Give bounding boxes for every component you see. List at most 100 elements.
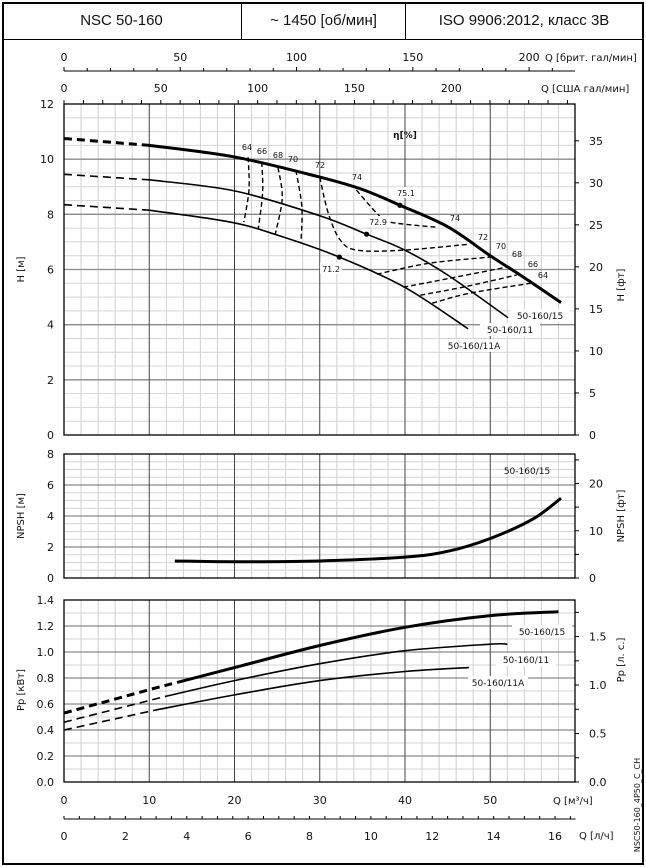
y-right-tick-label: 20 bbox=[589, 261, 603, 274]
y-right-tick-label: 30 bbox=[589, 177, 603, 190]
plot-area bbox=[63, 453, 576, 579]
us-tick-label: 150 bbox=[344, 82, 365, 95]
us-axis-title: Q [США гал/мин] bbox=[541, 84, 629, 95]
y-axis-title: H [м] bbox=[16, 256, 27, 282]
curve-label: 50-160/11 bbox=[503, 656, 549, 666]
x-tick-label: 30 bbox=[313, 794, 327, 807]
uk-tick-label: 0 bbox=[61, 51, 68, 64]
series-line-50-160/11 bbox=[149, 179, 509, 319]
efficiency-label: 68 bbox=[273, 151, 283, 160]
series-dashed-50-160/11A bbox=[63, 203, 150, 211]
x-tick-label: 20 bbox=[228, 794, 242, 807]
y-right-tick-label: 25 bbox=[589, 219, 603, 232]
y-tick-label: 0.6 bbox=[37, 698, 55, 711]
series-dashed-50-160/11 bbox=[63, 695, 167, 723]
ls-tick-label: 4 bbox=[183, 830, 190, 843]
y-right-tick-label: 10 bbox=[589, 525, 603, 538]
efficiency-label: 74 bbox=[450, 214, 460, 223]
y-tick-label: 12 bbox=[40, 98, 54, 111]
iso-efficiency-line bbox=[432, 282, 531, 304]
y-right-tick-label: 20 bbox=[589, 478, 603, 491]
uk-tick-label: 50 bbox=[173, 51, 187, 64]
ls-tick-label: 0 bbox=[61, 830, 68, 843]
y-right-tick-label: 0 bbox=[589, 572, 596, 585]
best-efficiency-point bbox=[336, 254, 342, 260]
iso-efficiency-line bbox=[376, 256, 491, 275]
efficiency-label: 64 bbox=[538, 271, 548, 280]
plot-area bbox=[63, 103, 576, 436]
y-right-tick-label: 35 bbox=[589, 135, 603, 148]
series-dashed-50-160/15 bbox=[63, 136, 150, 147]
ls-tick-label: 16 bbox=[548, 830, 562, 843]
y-tick-label: 0.4 bbox=[37, 724, 55, 737]
best-efficiency-point bbox=[364, 231, 370, 237]
y-right-tick-label: 5 bbox=[589, 387, 596, 400]
y-tick-label: 8 bbox=[47, 448, 54, 461]
y-tick-label: 0.2 bbox=[37, 750, 55, 763]
label-bg bbox=[320, 263, 342, 274]
curve-label: 50-160/15 bbox=[504, 467, 550, 477]
model-title: NSC 50-160 bbox=[2, 2, 242, 40]
ls-tick-label: 6 bbox=[245, 830, 252, 843]
iso-efficiency-line bbox=[319, 176, 470, 252]
x-tick-label: 50 bbox=[483, 794, 497, 807]
y-tick-label: 0.0 bbox=[37, 776, 55, 789]
series-line-50-160/15 bbox=[178, 610, 559, 684]
y-tick-label: 4 bbox=[47, 319, 54, 332]
ls-axis-title: Q [л/ч] bbox=[579, 831, 614, 842]
x-axis-title: Q [м³/ч] bbox=[553, 796, 593, 807]
series-dashed-50-160/15 bbox=[63, 680, 180, 715]
label-bg bbox=[395, 187, 417, 198]
iso-efficiency-line bbox=[274, 167, 283, 234]
y-tick-label: 6 bbox=[47, 264, 54, 277]
uk-tick-label: 150 bbox=[402, 51, 423, 64]
y-tick-label: 0 bbox=[47, 429, 54, 442]
y-tick-label: 0 bbox=[47, 572, 54, 585]
curve-label: 50-160/11 bbox=[487, 326, 533, 336]
y-tick-label: 1.0 bbox=[37, 646, 55, 659]
y-tick-label: 10 bbox=[40, 153, 54, 166]
y-right-axis-title: NPSH [фт] bbox=[616, 490, 627, 543]
efficiency-title: η[%] bbox=[393, 131, 417, 141]
y-axis-title: Pp [кВт] bbox=[16, 669, 27, 711]
iso-efficiency-line bbox=[243, 157, 250, 223]
standard-label: ISO 9906:2012, класс 3B bbox=[406, 2, 642, 40]
label-bg bbox=[496, 653, 556, 666]
us-tick-label: 0 bbox=[61, 82, 68, 95]
efficiency-label: 70 bbox=[288, 155, 298, 164]
bep-label: 75.1 bbox=[397, 189, 415, 198]
y-tick-label: 8 bbox=[47, 208, 54, 221]
ls-tick-label: 2 bbox=[122, 830, 129, 843]
y-right-tick-label: 0 bbox=[589, 429, 596, 442]
efficiency-label: 70 bbox=[496, 242, 506, 251]
y-axis-title: NPSH [м] bbox=[16, 493, 27, 539]
label-bg bbox=[510, 309, 570, 322]
y-right-tick-label: 1.0 bbox=[589, 679, 607, 692]
x-tick-label: 0 bbox=[61, 794, 68, 807]
y-right-tick-label: 0.5 bbox=[589, 728, 607, 741]
y-tick-label: 1.2 bbox=[37, 620, 55, 633]
ls-tick-label: 12 bbox=[425, 830, 439, 843]
y-tick-label: 2 bbox=[47, 374, 54, 387]
series-line-50-160/15 bbox=[174, 496, 562, 564]
label-bg bbox=[468, 676, 528, 689]
x-tick-label: 10 bbox=[142, 794, 156, 807]
uk-axis-title: Q [брит. гал/мин] bbox=[545, 53, 637, 64]
plot-area bbox=[63, 599, 576, 783]
series-line-50-160/11 bbox=[166, 642, 508, 697]
curve-label: 50-160/15 bbox=[517, 312, 563, 322]
x-tick-label: 40 bbox=[398, 794, 412, 807]
series-dashed-50-160/11A bbox=[63, 709, 154, 731]
iso-efficiency-line bbox=[420, 274, 517, 296]
ls-tick-label: 14 bbox=[487, 830, 501, 843]
iso-efficiency-line bbox=[295, 170, 303, 242]
curve-label: 50-160/15 bbox=[519, 628, 565, 638]
efficiency-label: 72 bbox=[478, 233, 488, 242]
best-efficiency-point bbox=[397, 202, 403, 208]
y-right-tick-label: 1.5 bbox=[589, 631, 607, 644]
uk-tick-label: 100 bbox=[286, 51, 307, 64]
y-right-axis-title: H [фт] bbox=[616, 268, 627, 301]
y-tick-label: 4 bbox=[47, 510, 54, 523]
